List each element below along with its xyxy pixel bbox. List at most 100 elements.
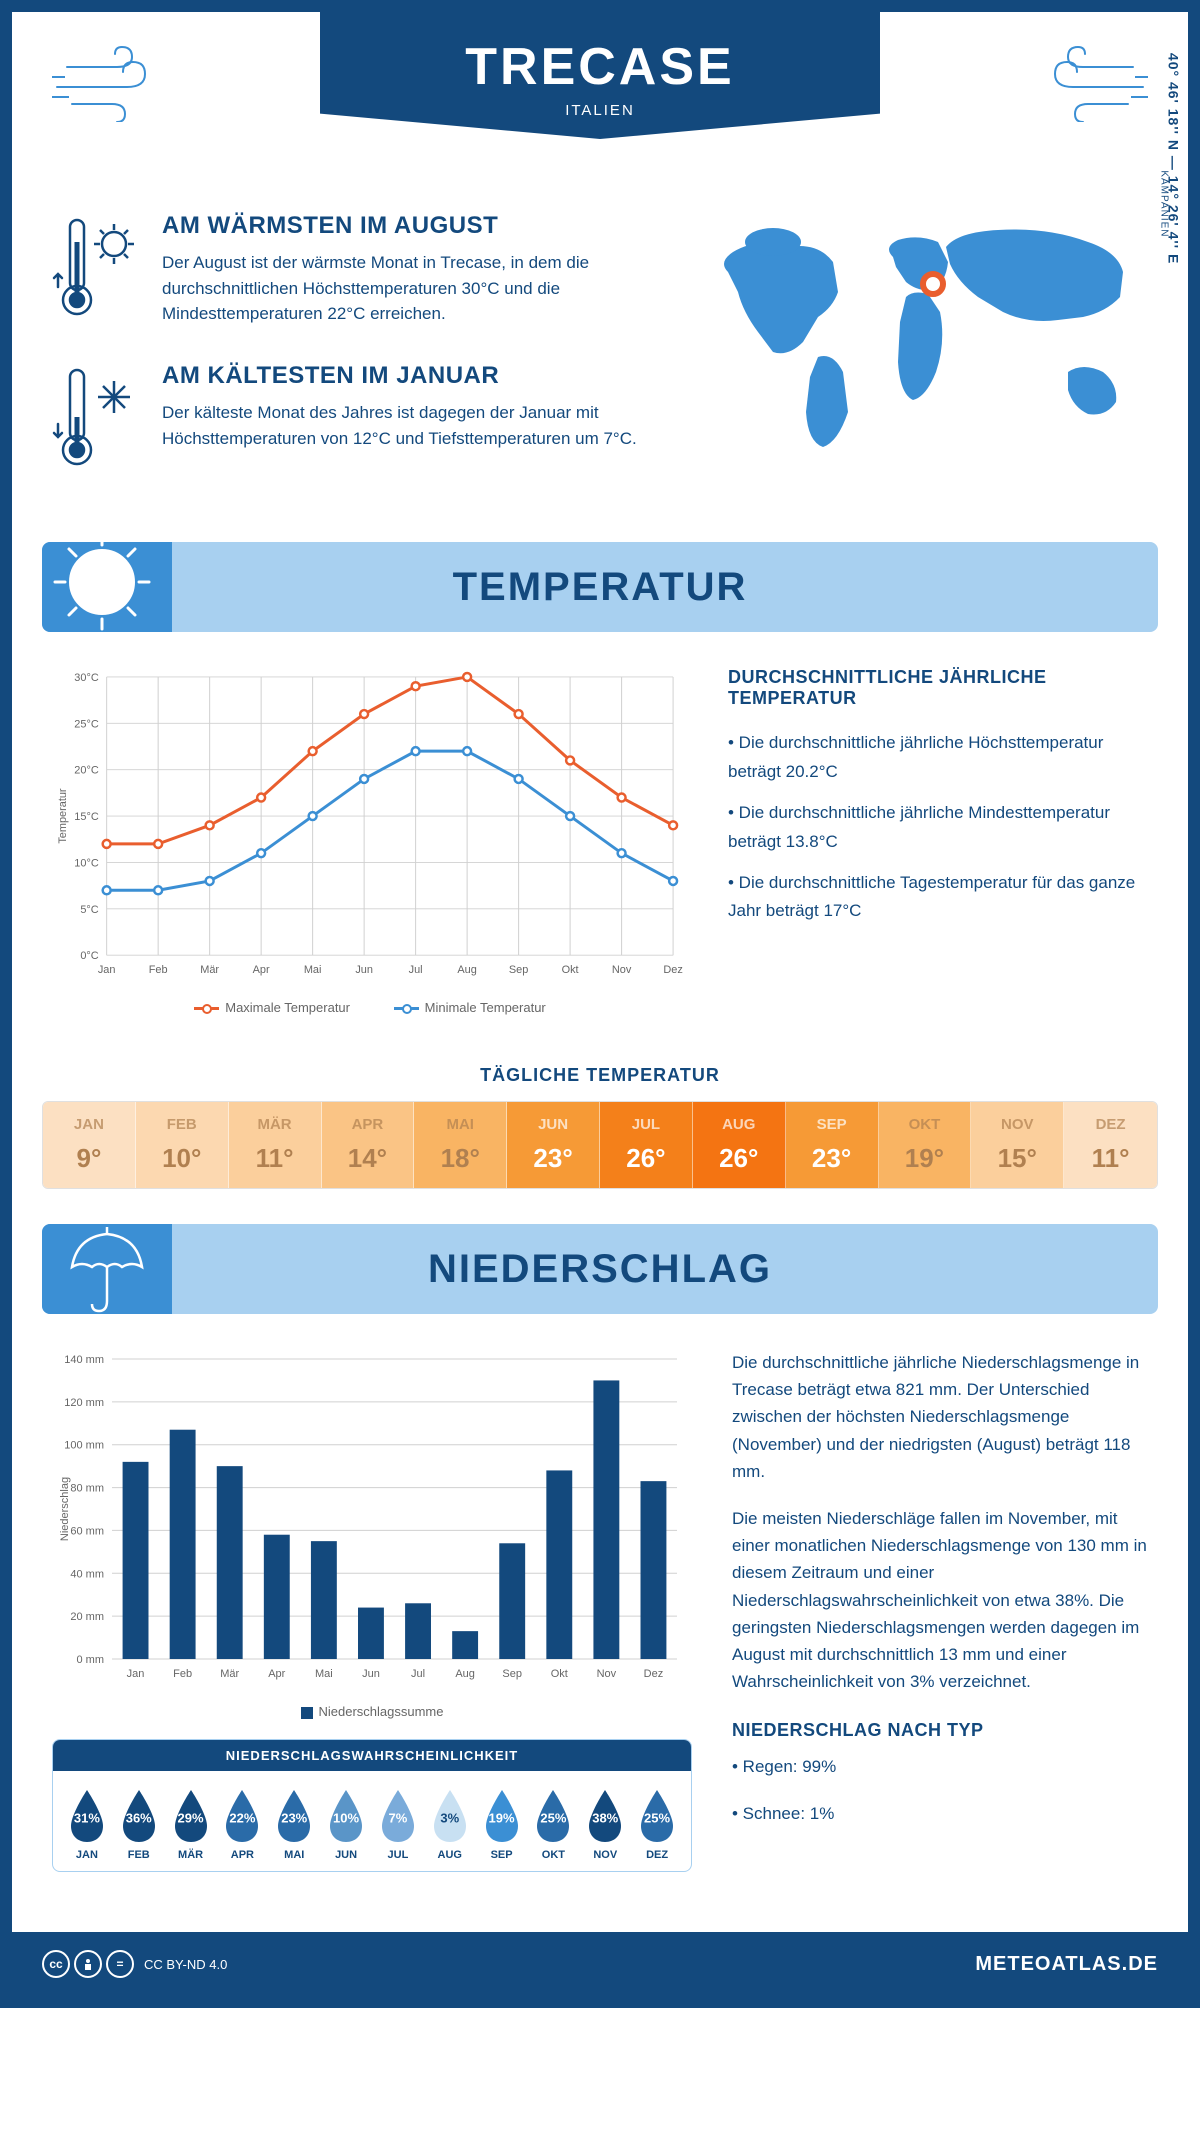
by-icon (74, 1950, 102, 1978)
svg-text:Mai: Mai (315, 1668, 333, 1680)
svg-text:40 mm: 40 mm (70, 1568, 104, 1580)
svg-text:Aug: Aug (455, 1668, 475, 1680)
svg-text:0°C: 0°C (80, 950, 98, 962)
probability-cell: 25%OKT (527, 1786, 579, 1861)
umbrella-icon (42, 1224, 172, 1314)
intro-section: AM WÄRMSTEN IM AUGUST Der August ist der… (12, 182, 1188, 532)
svg-text:Mär: Mär (200, 964, 219, 976)
svg-text:Dez: Dez (663, 964, 682, 976)
probability-cell: 22%APR (216, 1786, 268, 1861)
warmest-title: AM WÄRMSTEN IM AUGUST (162, 212, 658, 240)
city-name: TRECASE (320, 37, 880, 97)
svg-text:Jul: Jul (409, 964, 423, 976)
svg-text:Sep: Sep (509, 964, 528, 976)
warmest-fact: AM WÄRMSTEN IM AUGUST Der August ist der… (52, 212, 658, 327)
facts-column: AM WÄRMSTEN IM AUGUST Der August ist der… (52, 212, 658, 512)
svg-text:5°C: 5°C (80, 904, 98, 916)
title-banner: TRECASE ITALIEN (320, 12, 880, 139)
temp-stat-2: • Die durchschnittliche jährliche Mindes… (728, 799, 1148, 857)
map-box: KAMPANIEN 40° 46' 18'' N — 14° 26' 4'' E (688, 212, 1148, 512)
niederschlag-title: NIEDERSCHLAG (172, 1247, 1158, 1292)
daily-cell: APR14° (322, 1102, 415, 1188)
coldest-title: AM KÄLTESTEN IM JANUAR (162, 362, 658, 390)
daily-cell: OKT19° (879, 1102, 972, 1188)
probability-heading: NIEDERSCHLAGSWAHRSCHEINLICHKEIT (53, 1740, 691, 1771)
coordinates: 40° 46' 18'' N — 14° 26' 4'' E (1165, 53, 1181, 264)
license-text: CC BY-ND 4.0 (144, 1957, 227, 1972)
svg-text:0 mm: 0 mm (77, 1654, 105, 1666)
wind-icon (47, 42, 167, 122)
precipitation-chart: 0 mm20 mm40 mm60 mm80 mm100 mm120 mm140 … (52, 1349, 692, 1719)
sun-icon (42, 542, 172, 632)
daily-cell: FEB10° (136, 1102, 229, 1188)
svg-text:Apr: Apr (268, 1668, 285, 1680)
thermometer-sun-icon (52, 212, 142, 327)
probability-cell: 7%JUL (372, 1786, 424, 1861)
probability-cell: 31%JAN (61, 1786, 113, 1861)
cc-icons: cc = (42, 1950, 134, 1978)
daily-cell: MAI18° (414, 1102, 507, 1188)
precip-type-1: • Regen: 99% (732, 1753, 1148, 1780)
probability-cell: 10%JUN (320, 1786, 372, 1861)
svg-text:10°C: 10°C (74, 857, 99, 869)
daily-cell: AUG26° (693, 1102, 786, 1188)
probability-cell: 38%NOV (579, 1786, 631, 1861)
probability-cell: 25%DEZ (631, 1786, 683, 1861)
svg-text:Nov: Nov (612, 964, 632, 976)
temp-stat-3: • Die durchschnittliche Tagestemperatur … (728, 869, 1148, 927)
daily-cell: SEP23° (786, 1102, 879, 1188)
svg-text:Jun: Jun (355, 964, 373, 976)
svg-text:Jan: Jan (98, 964, 116, 976)
wind-icon (1033, 42, 1153, 122)
svg-text:Mär: Mär (220, 1668, 239, 1680)
svg-text:Mai: Mai (304, 964, 322, 976)
svg-text:Niederschlag: Niederschlag (59, 1477, 71, 1541)
temp-stats-heading: DURCHSCHNITTLICHE JÄHRLICHE TEMPERATUR (728, 667, 1148, 709)
header: TRECASE ITALIEN (12, 12, 1188, 182)
svg-text:30°C: 30°C (74, 672, 99, 684)
footer: cc = CC BY-ND 4.0 METEOATLAS.DE (12, 1932, 1188, 1996)
svg-text:Dez: Dez (644, 1668, 664, 1680)
svg-text:Aug: Aug (457, 964, 476, 976)
thermometer-snow-icon (52, 362, 142, 477)
svg-text:20 mm: 20 mm (70, 1611, 104, 1623)
probability-cell: 36%FEB (113, 1786, 165, 1861)
daily-temp-grid: JAN9°FEB10°MÄR11°APR14°MAI18°JUN23°JUL26… (42, 1101, 1158, 1189)
warmest-text: Der August ist der wärmste Monat in Trec… (162, 250, 658, 327)
svg-text:80 mm: 80 mm (70, 1483, 104, 1495)
probability-box: NIEDERSCHLAGSWAHRSCHEINLICHKEIT 31%JAN36… (52, 1739, 692, 1872)
cc-icon: cc (42, 1950, 70, 1978)
svg-text:20°C: 20°C (74, 765, 99, 777)
precip-type-2: • Schnee: 1% (732, 1800, 1148, 1827)
svg-text:Okt: Okt (562, 964, 579, 976)
precip-legend: Niederschlagssumme (52, 1704, 692, 1719)
svg-text:Okt: Okt (551, 1668, 568, 1680)
probability-cell: 23%MAI (268, 1786, 320, 1861)
svg-text:Jan: Jan (127, 1668, 145, 1680)
daily-cell: JUN23° (507, 1102, 600, 1188)
precip-left-column: 0 mm20 mm40 mm60 mm80 mm100 mm120 mm140 … (52, 1349, 692, 1882)
brand: METEOATLAS.DE (975, 1953, 1158, 1976)
world-map (688, 212, 1148, 472)
legend-min: Minimale Temperatur (425, 1000, 546, 1015)
temp-legend: Maximale Temperatur Minimale Temperatur (52, 1000, 688, 1015)
daily-temp-heading: TÄGLICHE TEMPERATUR (12, 1065, 1188, 1086)
svg-text:Apr: Apr (253, 964, 270, 976)
nd-icon: = (106, 1950, 134, 1978)
probability-cell: 29%MÄR (165, 1786, 217, 1861)
daily-cell: DEZ11° (1064, 1102, 1157, 1188)
svg-text:Feb: Feb (173, 1668, 192, 1680)
svg-text:Nov: Nov (597, 1668, 617, 1680)
precip-legend-label: Niederschlagssumme (319, 1704, 444, 1719)
country-name: ITALIEN (320, 102, 880, 119)
svg-text:Sep: Sep (502, 1668, 522, 1680)
coldest-fact: AM KÄLTESTEN IM JANUAR Der kälteste Mona… (52, 362, 658, 477)
temperatur-title: TEMPERATUR (172, 565, 1158, 610)
svg-text:Temperatur: Temperatur (57, 788, 69, 844)
svg-text:60 mm: 60 mm (70, 1525, 104, 1537)
probability-cell: 19%SEP (476, 1786, 528, 1861)
temperatur-section-head: TEMPERATUR (42, 542, 1158, 632)
temperature-chart: 0°C5°C10°C15°C20°C25°C30°CJanFebMärAprMa… (52, 667, 688, 1015)
svg-text:Feb: Feb (149, 964, 168, 976)
svg-text:Jul: Jul (411, 1668, 425, 1680)
